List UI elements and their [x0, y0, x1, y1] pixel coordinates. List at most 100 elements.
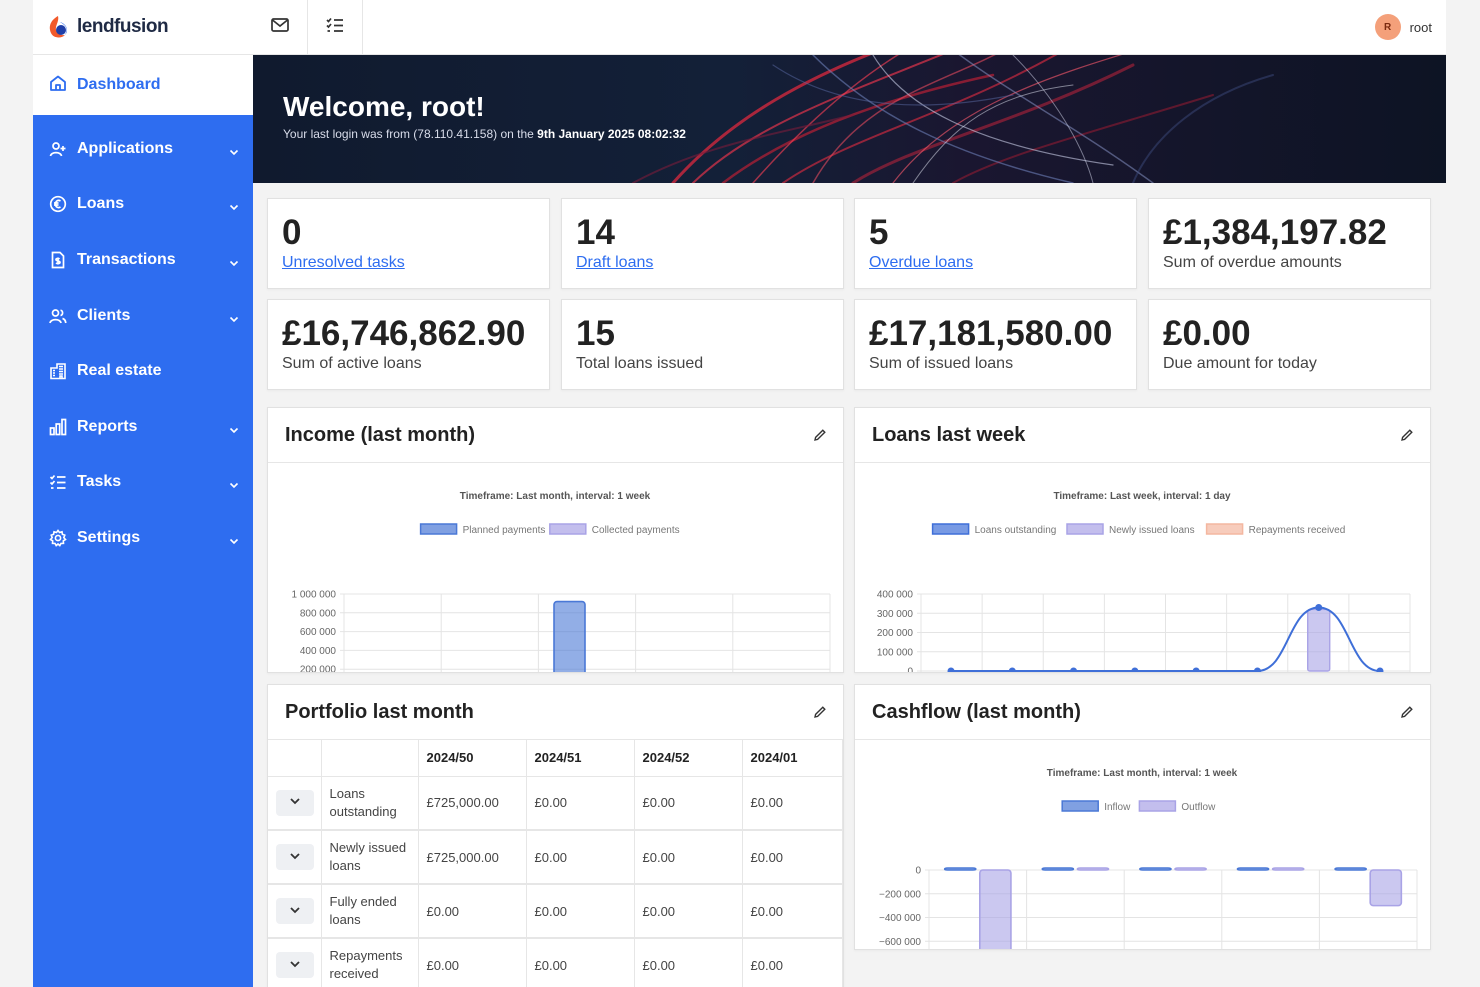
- draft-loans-link[interactable]: Draft loans: [576, 254, 654, 271]
- chart-point: [1315, 603, 1323, 611]
- sidebar-item-label: Tasks: [77, 473, 122, 491]
- chart-bar: [1139, 867, 1172, 871]
- legend-label: Newly issued loans: [1109, 525, 1195, 536]
- stat-value: 15: [576, 314, 615, 353]
- stat-value: 0: [282, 213, 302, 252]
- y-tick-label: −400 000: [879, 913, 921, 924]
- portfolio-panel: Portfolio last month 2024/50 2024/51 202…: [267, 684, 844, 987]
- logo-text: lendfusion: [77, 16, 169, 37]
- loans-week-chart: Timeframe: Last week, interval: 1 day Loa…: [877, 491, 1411, 712]
- chevron-down-icon: [229, 199, 239, 211]
- edit-pencil-icon[interactable]: [813, 428, 827, 442]
- expand-row-button[interactable]: [276, 789, 314, 816]
- user-menu[interactable]: R root: [1374, 14, 1446, 40]
- tasks-button[interactable]: [308, 0, 363, 55]
- unresolved-tasks-link[interactable]: Unresolved tasks: [282, 254, 405, 271]
- table-row: Repayments received £0.00 £0.00 £0.00 £0…: [268, 938, 843, 987]
- user-plus-icon: [49, 140, 67, 158]
- sidebar-item-applications[interactable]: Applications: [33, 121, 253, 177]
- stat-card-draft-loans: 14 Draft loans: [561, 198, 844, 289]
- legend-swatch: [1205, 523, 1244, 535]
- sidebar-item-tasks[interactable]: Tasks: [33, 455, 253, 511]
- chevron-down-icon: [229, 477, 239, 489]
- stat-card-unresolved-tasks: 0 Unresolved tasks: [267, 198, 550, 289]
- table-cell: £0.00: [526, 884, 635, 939]
- stat-label: Sum of overdue amounts: [1163, 254, 1342, 271]
- checklist-icon: [325, 16, 345, 39]
- sidebar-nav: Applications Loans Transactions: [33, 115, 253, 566]
- chevron-down-icon: [229, 422, 239, 433]
- overdue-loans-link[interactable]: Overdue loans: [869, 254, 974, 271]
- sidebar-item-clients[interactable]: Clients: [33, 288, 253, 344]
- chevron-down-icon: [229, 144, 239, 155]
- stat-card-total-loans: 15 Total loans issued: [561, 299, 844, 390]
- stat-card-overdue-sum: £1,384,197.82 Sum of overdue amounts: [1148, 198, 1431, 289]
- table-header-empty: [268, 740, 322, 777]
- welcome-title: Welcome, root!: [283, 91, 485, 122]
- legend-swatch: [931, 523, 970, 535]
- sidebar-item-label: Dashboard: [77, 76, 161, 93]
- sidebar-item-loans[interactable]: Loans: [33, 177, 253, 233]
- table-cell: £0.00: [526, 938, 635, 987]
- sidebar-item-label: Settings: [77, 528, 141, 546]
- table-header-row: 2024/50 2024/51 2024/52 2024/01: [268, 740, 843, 777]
- expand-row-button[interactable]: [276, 898, 314, 924]
- chart-bar: [943, 867, 977, 871]
- sidebar: lendfusion Dashboard Applications: [33, 0, 253, 987]
- chart-bar: [1041, 867, 1075, 871]
- row-label: Loans outstanding: [321, 776, 419, 831]
- sidebar-item-real-estate[interactable]: Real estate: [33, 343, 253, 399]
- sidebar-item-settings[interactable]: Settings: [33, 510, 253, 566]
- chart-point: [1253, 667, 1261, 675]
- sidebar-item-transactions[interactable]: Transactions: [33, 232, 253, 288]
- table-cell: £0.00: [418, 938, 527, 987]
- chart-bar: [1334, 867, 1367, 871]
- column-header: 2024/52: [634, 740, 743, 777]
- legend-swatch: [1138, 800, 1177, 812]
- table-cell: £0.00: [634, 830, 743, 885]
- income-chart: Timeframe: Last month, interval: 1 week P…: [292, 491, 831, 711]
- chart-point: [1376, 667, 1384, 675]
- table-header-empty: [321, 740, 419, 777]
- chevron-down-icon: [229, 255, 239, 267]
- table-cell: £0.00: [742, 884, 843, 939]
- legend-label: Loans outstanding: [975, 525, 1057, 536]
- y-tick-label: 0: [907, 667, 913, 673]
- stat-label: Sum of issued loans: [869, 355, 1014, 372]
- app-root: lendfusion Dashboard Applications: [33, 0, 1446, 987]
- stat-value: 14: [576, 213, 615, 252]
- table-cell: £0.00: [742, 776, 843, 831]
- home-icon: [49, 74, 67, 97]
- edit-pencil-icon[interactable]: [813, 705, 827, 719]
- y-tick-label: 1 000 000: [292, 590, 337, 601]
- euro-circle-icon: [49, 195, 67, 213]
- messages-button[interactable]: [253, 0, 308, 55]
- table-cell: £0.00: [634, 884, 743, 939]
- sidebar-item-reports[interactable]: Reports: [33, 399, 253, 455]
- row-label: Fully ended loans: [321, 884, 419, 939]
- stat-label: Sum of active loans: [282, 355, 422, 372]
- sidebar-item-label: Clients: [77, 306, 131, 324]
- chevron-down-icon: [289, 904, 301, 919]
- logo[interactable]: lendfusion: [33, 0, 253, 55]
- expand-row-button[interactable]: [276, 844, 314, 870]
- y-tick-label: 400 000: [300, 646, 337, 657]
- table-cell: £0.00: [526, 776, 635, 831]
- expand-row-button[interactable]: [276, 952, 314, 978]
- edit-pencil-icon[interactable]: [1400, 428, 1414, 442]
- chart-title: Timeframe: Last week, interval: 1 day: [1053, 491, 1231, 502]
- stat-value: 5: [869, 213, 889, 252]
- income-panel: Income (last month) Timeframe: Last mont…: [267, 407, 844, 711]
- y-tick-label: 200 000: [300, 665, 337, 672]
- edit-pencil-icon[interactable]: [1400, 705, 1414, 719]
- legend-label: Collected payments: [592, 525, 680, 536]
- banner-background: [632, 55, 1274, 183]
- stat-label: Total loans issued: [576, 355, 704, 372]
- y-tick-label: 200 000: [877, 628, 914, 639]
- chevron-down-icon: [229, 311, 239, 322]
- chart-point: [1008, 667, 1016, 675]
- sidebar-item-dashboard[interactable]: Dashboard: [33, 55, 253, 115]
- sidebar-item-label: Transactions: [77, 250, 176, 268]
- row-label: Newly issued loans: [321, 830, 419, 885]
- sidebar-item-label: Real estate: [77, 362, 162, 380]
